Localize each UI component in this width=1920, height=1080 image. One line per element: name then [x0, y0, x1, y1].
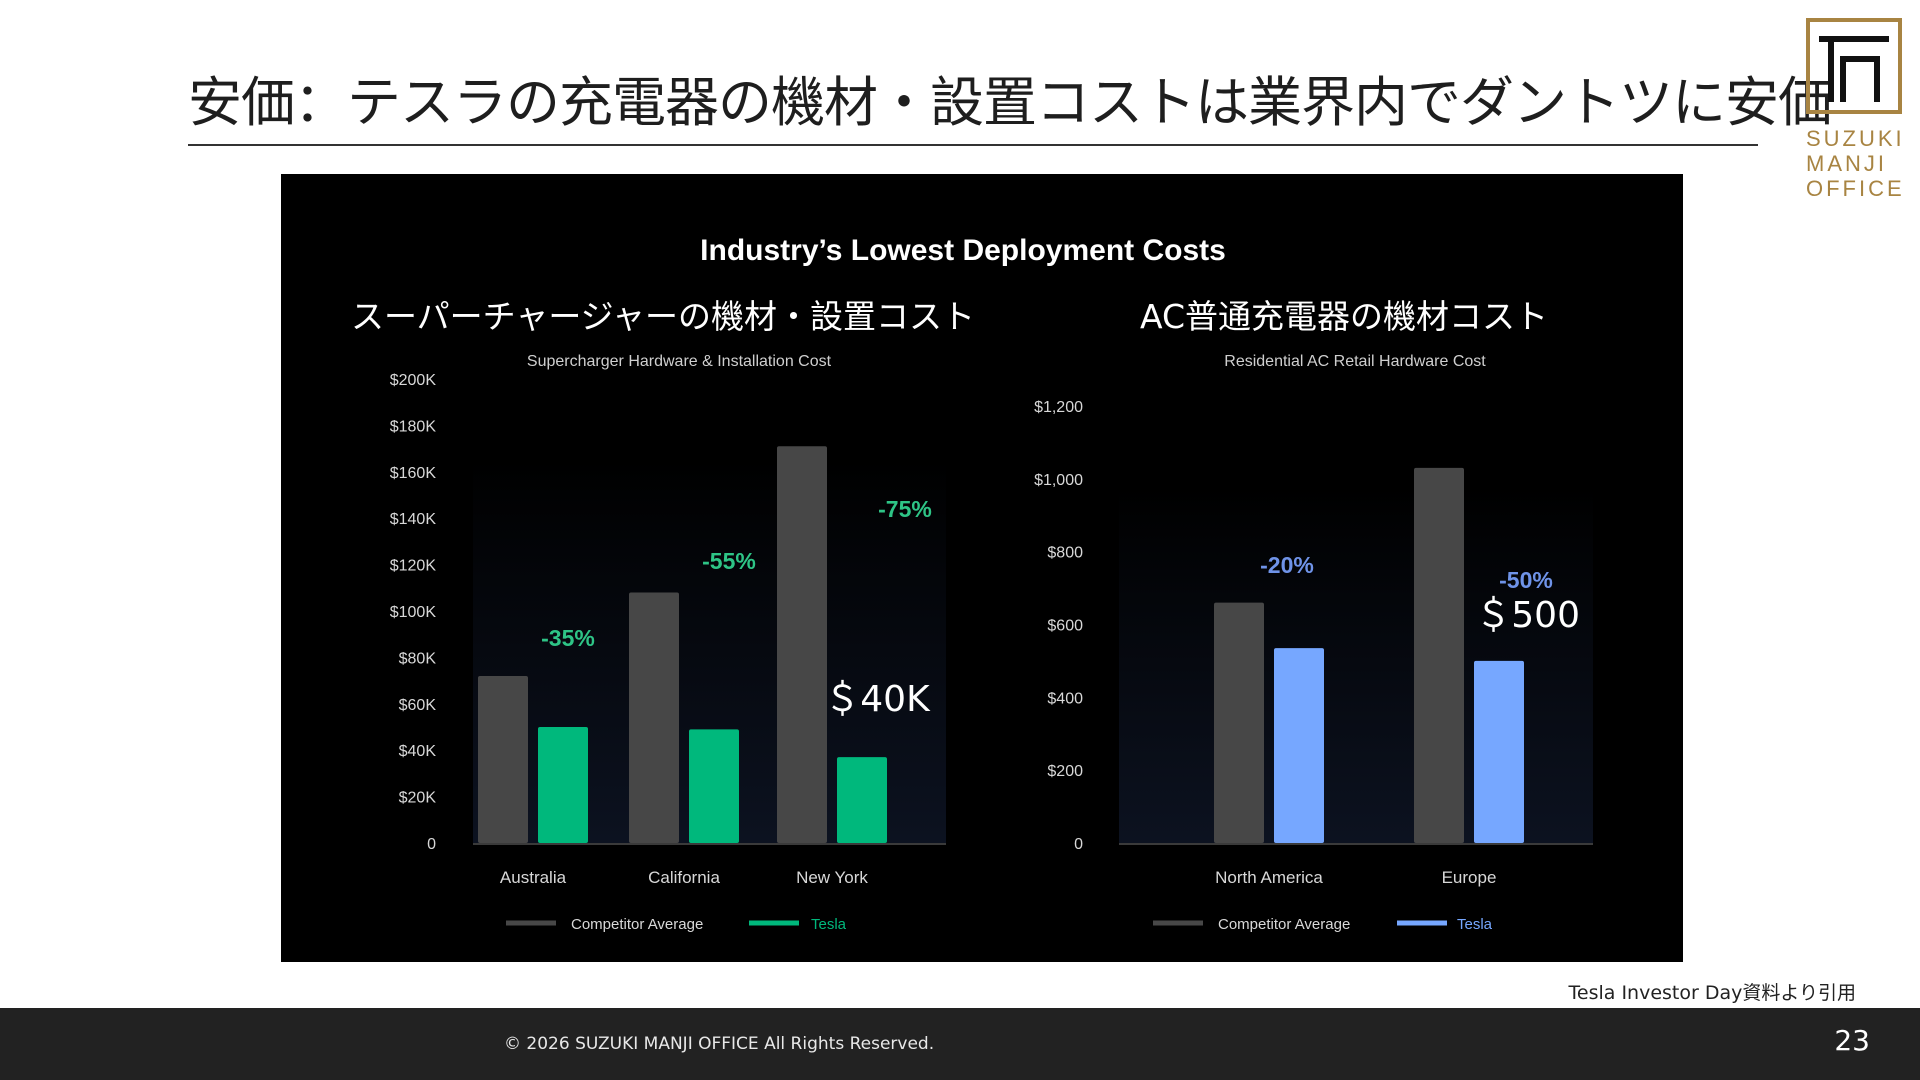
chart-panel: Industry’s Lowest Deployment Costs スーパーチ…: [281, 174, 1683, 962]
reduction-label: -50%: [1499, 567, 1553, 593]
footer: © 2026 SUZUKI MANJI OFFICE All Rights Re…: [0, 1008, 1920, 1080]
y-tick-label: $120K: [390, 558, 437, 575]
bar-competitor-average: [629, 592, 679, 843]
bar-competitor-average: [777, 446, 827, 843]
bar-tesla: [689, 729, 739, 843]
y-tick-label: $160K: [390, 465, 437, 482]
title-divider: [188, 144, 1758, 146]
reduction-label: -20%: [1260, 552, 1314, 578]
y-tick-label: $80K: [399, 650, 437, 667]
y-tick-label: $1,200: [1034, 399, 1083, 416]
price-callout: ＄40K: [824, 679, 931, 720]
legend-label: Competitor Average: [571, 916, 703, 933]
bar-tesla: [1474, 660, 1524, 843]
logo-text-line: MANJI: [1806, 151, 1887, 176]
chart-title: Supercharger Hardware & Installation Cos…: [527, 353, 832, 370]
x-tick-label: Australia: [500, 868, 567, 887]
chart-jp-title: スーパーチャージャーの機材・設置コスト: [351, 297, 975, 336]
chart-jp-title: AC普通充電器の機材コスト: [1140, 297, 1548, 336]
bar-tesla: [837, 757, 887, 843]
y-tick-label: $180K: [390, 418, 437, 435]
legend-label: Competitor Average: [1218, 916, 1350, 933]
y-tick-label: $200: [1047, 763, 1083, 780]
x-tick-label: New York: [796, 868, 868, 887]
bar-tesla: [1274, 648, 1324, 843]
chart-heading: Industry’s Lowest Deployment Costs: [700, 234, 1226, 267]
slide-title: 安価：テスラの充電器の機材・設置コストは業界内でダントツに安価: [188, 71, 1832, 134]
chart-svg: Industry’s Lowest Deployment Costs スーパーチ…: [351, 234, 1593, 933]
y-tick-label: $600: [1047, 618, 1083, 635]
bar-competitor-average: [478, 675, 528, 843]
y-tick-label: $100K: [390, 604, 437, 621]
bar-competitor-average: [1414, 467, 1464, 843]
logo-text-line: SUZUKI: [1806, 126, 1905, 151]
logo-mark-icon: [1806, 18, 1902, 114]
bar-competitor-average: [1214, 602, 1264, 843]
logo: SUZUKI MANJI OFFICE: [1806, 18, 1902, 201]
page-number: 23: [1834, 1024, 1870, 1057]
reduction-label: -35%: [541, 625, 595, 651]
bar-tesla: [538, 727, 588, 843]
y-tick-label: $20K: [399, 790, 437, 807]
copyright: © 2026 SUZUKI MANJI OFFICE All Rights Re…: [504, 1034, 935, 1054]
chart-2: AC普通充電器の機材コスト Residential AC Retail Hardw…: [1034, 297, 1593, 933]
y-tick-label: $400: [1047, 690, 1083, 707]
reduction-label: -55%: [702, 548, 756, 574]
y-tick-label: 0: [1074, 836, 1083, 853]
reduction-label: -75%: [878, 496, 932, 522]
x-tick-label: California: [648, 868, 720, 887]
logo-text-line: OFFICE: [1806, 176, 1905, 201]
y-tick-label: 0: [427, 836, 436, 853]
y-tick-label: $40K: [399, 743, 437, 760]
source-note: Tesla Investor Day資料より引用: [1568, 982, 1856, 1004]
y-tick-label: $1,000: [1034, 472, 1083, 489]
y-tick-label: $200K: [390, 372, 437, 389]
price-callout: ＄500: [1475, 595, 1580, 636]
x-tick-label: Europe: [1442, 868, 1497, 887]
x-tick-label: North America: [1215, 868, 1323, 887]
y-tick-label: $800: [1047, 545, 1083, 562]
legend-label: Tesla: [811, 916, 847, 933]
chart-1: スーパーチャージャーの機材・設置コスト Supercharger Hardware…: [351, 297, 975, 933]
legend-label: Tesla: [1457, 916, 1493, 933]
y-tick-label: $60K: [399, 697, 437, 714]
y-tick-label: $140K: [390, 511, 437, 528]
chart-title: Residential AC Retail Hardware Cost: [1224, 353, 1486, 370]
